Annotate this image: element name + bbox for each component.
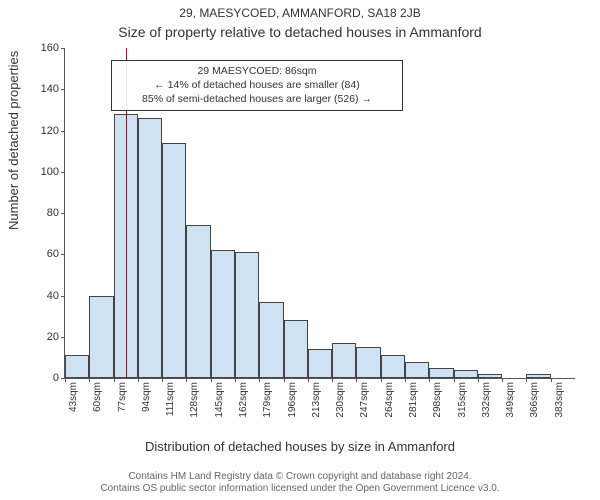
x-tick-label: 77sqm bbox=[117, 382, 128, 412]
histogram-bar bbox=[235, 252, 259, 378]
histogram-bar bbox=[526, 374, 550, 378]
x-tick-mark bbox=[162, 378, 163, 382]
x-tick-label: 94sqm bbox=[141, 382, 152, 412]
y-tick-label: 140 bbox=[41, 83, 59, 95]
x-tick-label: 230sqm bbox=[335, 382, 346, 418]
x-tick-label: 298sqm bbox=[432, 382, 443, 418]
x-tick-label: 247sqm bbox=[359, 382, 370, 418]
histogram-bar bbox=[162, 143, 186, 378]
y-tick-mark bbox=[61, 213, 65, 214]
x-tick-mark bbox=[332, 378, 333, 382]
histogram-bar bbox=[308, 349, 332, 378]
x-tick-label: 60sqm bbox=[92, 382, 103, 412]
annotation-line-1: 29 MAESYCOED: 86sqm bbox=[117, 64, 397, 78]
histogram-bar bbox=[356, 347, 380, 378]
histogram-bar bbox=[381, 355, 405, 378]
histogram-bar bbox=[138, 118, 162, 378]
x-tick-label: 315sqm bbox=[457, 382, 468, 418]
x-tick-mark bbox=[235, 378, 236, 382]
y-tick-label: 160 bbox=[41, 42, 59, 54]
x-tick-label: 281sqm bbox=[408, 382, 419, 418]
x-tick-label: 196sqm bbox=[287, 382, 298, 418]
x-tick-label: 128sqm bbox=[189, 382, 200, 418]
x-tick-label: 349sqm bbox=[505, 382, 516, 418]
x-tick-mark bbox=[259, 378, 260, 382]
x-tick-mark bbox=[381, 378, 382, 382]
annotation-box: 29 MAESYCOED: 86sqm← 14% of detached hou… bbox=[111, 60, 403, 111]
x-tick-label: 366sqm bbox=[529, 382, 540, 418]
x-tick-mark bbox=[89, 378, 90, 382]
x-tick-mark bbox=[356, 378, 357, 382]
x-tick-mark bbox=[114, 378, 115, 382]
x-tick-mark bbox=[526, 378, 527, 382]
x-tick-label: 213sqm bbox=[311, 382, 322, 418]
x-tick-label: 145sqm bbox=[214, 382, 225, 418]
histogram-bar bbox=[284, 320, 308, 378]
histogram-bar bbox=[65, 355, 89, 378]
x-tick-mark bbox=[186, 378, 187, 382]
histogram-bar bbox=[332, 343, 356, 378]
footer-copyright-1: Contains HM Land Registry data © Crown c… bbox=[0, 471, 600, 482]
y-tick-label: 60 bbox=[47, 248, 59, 260]
y-tick-label: 40 bbox=[47, 290, 59, 302]
y-tick-label: 80 bbox=[47, 207, 59, 219]
address-title: 29, MAESYCOED, AMMANFORD, SA18 2JB bbox=[0, 6, 600, 20]
x-tick-mark bbox=[284, 378, 285, 382]
histogram-plot: 02040608010012014016043sqm60sqm77sqm94sq… bbox=[64, 48, 575, 379]
histogram-bar bbox=[429, 368, 453, 378]
y-tick-mark bbox=[61, 254, 65, 255]
y-tick-mark bbox=[61, 131, 65, 132]
x-tick-mark bbox=[478, 378, 479, 382]
annotation-line-2: ← 14% of detached houses are smaller (84… bbox=[117, 78, 397, 92]
histogram-bar bbox=[478, 374, 502, 378]
histogram-bar bbox=[405, 362, 429, 379]
x-tick-mark bbox=[405, 378, 406, 382]
y-tick-mark bbox=[61, 172, 65, 173]
y-tick-mark bbox=[61, 89, 65, 90]
x-tick-mark bbox=[308, 378, 309, 382]
histogram-bar bbox=[259, 302, 283, 378]
x-tick-mark bbox=[429, 378, 430, 382]
x-tick-mark bbox=[65, 378, 66, 382]
chart-title: Size of property relative to detached ho… bbox=[0, 24, 600, 40]
annotation-line-3: 85% of semi-detached houses are larger (… bbox=[117, 92, 397, 106]
y-tick-mark bbox=[61, 48, 65, 49]
x-tick-label: 383sqm bbox=[554, 382, 565, 418]
y-tick-label: 120 bbox=[41, 125, 59, 137]
x-tick-mark bbox=[138, 378, 139, 382]
x-tick-label: 43sqm bbox=[68, 382, 79, 412]
x-tick-label: 332sqm bbox=[481, 382, 492, 418]
histogram-bar bbox=[89, 296, 113, 379]
y-tick-mark bbox=[61, 296, 65, 297]
x-tick-mark bbox=[502, 378, 503, 382]
x-tick-mark bbox=[454, 378, 455, 382]
histogram-bar bbox=[186, 225, 210, 378]
y-tick-label: 100 bbox=[41, 166, 59, 178]
x-tick-mark bbox=[551, 378, 552, 382]
x-tick-label: 179sqm bbox=[262, 382, 273, 418]
x-tick-mark bbox=[211, 378, 212, 382]
histogram-bar bbox=[211, 250, 235, 378]
x-tick-label: 111sqm bbox=[165, 382, 176, 416]
y-tick-mark bbox=[61, 337, 65, 338]
x-tick-label: 162sqm bbox=[238, 382, 249, 418]
y-tick-label: 0 bbox=[53, 372, 59, 384]
footer-copyright-2: Contains OS public sector information li… bbox=[0, 483, 600, 494]
x-axis-label: Distribution of detached houses by size … bbox=[0, 439, 600, 454]
y-tick-label: 20 bbox=[47, 331, 59, 343]
x-tick-label: 264sqm bbox=[384, 382, 395, 418]
y-axis-label: Number of detached properties bbox=[6, 51, 21, 230]
histogram-bar bbox=[454, 370, 478, 378]
